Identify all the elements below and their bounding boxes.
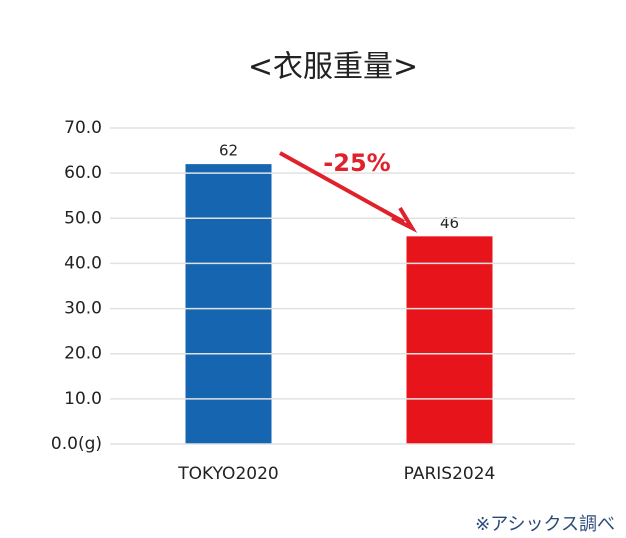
bar — [406, 236, 493, 444]
bar — [185, 164, 272, 444]
arrow-head — [391, 206, 418, 233]
chart-title: <衣服重量> — [248, 50, 418, 85]
x-tick-label: TOKYO2020 — [177, 464, 278, 484]
data-label: 46 — [440, 214, 459, 232]
y-tick-label: 30.0 — [64, 299, 102, 319]
y-tick-label: 60.0 — [64, 163, 102, 183]
arrow — [279, 151, 405, 224]
y-tick-label: 0.0(g) — [51, 434, 102, 454]
y-tick-label: 10.0 — [64, 389, 102, 409]
y-tick-label: 20.0 — [64, 344, 102, 364]
annotation: -25% — [323, 149, 390, 177]
y-tick-label: 50.0 — [64, 208, 102, 228]
data-label: 62 — [219, 142, 238, 160]
source-note: ※アシックス調べ — [475, 514, 615, 535]
x-tick-label: PARIS2024 — [404, 464, 496, 484]
y-tick-label: 70.0 — [64, 118, 102, 138]
y-tick-label: 40.0 — [64, 253, 102, 273]
